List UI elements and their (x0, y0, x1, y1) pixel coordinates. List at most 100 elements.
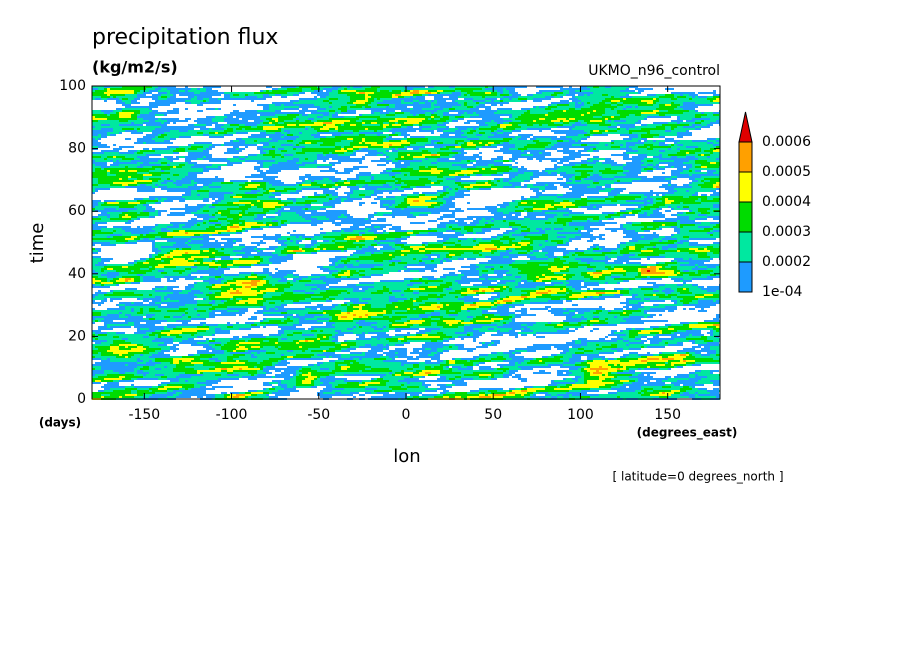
contour-fill (479, 114, 512, 116)
contour-fill (107, 276, 116, 278)
contour-fill (128, 280, 134, 282)
contour-fill (95, 282, 101, 284)
contour-fill (92, 158, 104, 160)
contour-fill (110, 298, 122, 300)
contour-fill (416, 258, 422, 260)
contour-fill (110, 234, 122, 236)
contour-fill (326, 154, 338, 156)
contour-fill (656, 208, 662, 210)
contour-fill (395, 244, 404, 246)
contour-fill (116, 174, 143, 176)
contour-fill (455, 218, 473, 220)
contour-fill (140, 278, 143, 280)
contour-fill (689, 274, 701, 276)
contour-fill (527, 128, 551, 130)
contour-fill (221, 98, 266, 100)
contour-fill (359, 134, 365, 136)
contour-fill (161, 118, 179, 120)
contour-fill (440, 136, 467, 138)
contour-fill (401, 92, 410, 94)
contour-fill (548, 144, 554, 146)
contour-fill (680, 226, 683, 228)
contour-fill (614, 182, 632, 184)
contour-fill (458, 220, 464, 222)
contour-fill (503, 146, 515, 148)
contour-fill (440, 118, 449, 120)
contour-fill (620, 276, 635, 278)
contour-fill (113, 182, 137, 184)
contour-fill (155, 120, 167, 122)
contour-fill (392, 212, 410, 214)
contour-fill (260, 190, 266, 192)
contour-fill (587, 296, 590, 298)
contour-fill (470, 288, 479, 290)
contour-fill (443, 304, 446, 306)
contour-fill (161, 188, 200, 190)
contour-fill (677, 212, 683, 214)
contour-fill (593, 174, 599, 176)
contour-fill (716, 290, 720, 292)
contour-fill (200, 252, 212, 254)
contour-fill (581, 206, 593, 208)
contour-fill (335, 256, 347, 258)
contour-fill (530, 238, 548, 240)
contour-fill (281, 136, 284, 138)
contour-fill (545, 106, 548, 108)
contour-fill (461, 148, 464, 150)
contour-fill (422, 300, 464, 302)
contour-fill (320, 228, 323, 230)
contour-fill (311, 126, 323, 128)
contour-fill (629, 240, 638, 242)
contour-fill (713, 198, 720, 200)
contour-fill (233, 246, 245, 248)
contour-fill (104, 86, 110, 88)
contour-fill (641, 124, 647, 126)
contour-fill (131, 102, 140, 104)
contour-fill (356, 250, 380, 252)
contour-fill (314, 236, 323, 238)
contour-fill (563, 110, 566, 112)
contour-fill (521, 270, 551, 272)
contour-fill (683, 278, 692, 280)
contour-fill (656, 194, 659, 196)
contour-fill (332, 114, 338, 116)
contour-fill (323, 190, 335, 192)
contour-fill (389, 260, 401, 262)
contour-fill (626, 116, 647, 118)
contour-fill (302, 278, 311, 280)
contour-fill (188, 260, 194, 262)
contour-fill (260, 280, 266, 282)
contour-fill (335, 128, 338, 130)
contour-fill (119, 146, 134, 148)
contour-fill (365, 154, 377, 156)
contour-fill (257, 140, 269, 142)
contour-fill (347, 236, 356, 238)
contour-fill (242, 248, 254, 250)
contour-fill (272, 262, 281, 264)
contour-fill (299, 236, 302, 238)
contour-fill (554, 204, 575, 206)
contour-fill (581, 172, 587, 174)
contour-fill (95, 168, 101, 170)
contour-fill (518, 98, 527, 100)
contour-fill (191, 226, 209, 228)
contour-fill (137, 170, 149, 172)
contour-fill (593, 150, 599, 152)
contour-fill (518, 242, 530, 244)
contour-fill (386, 306, 395, 308)
contour-fill (350, 154, 356, 156)
contour-fill (668, 198, 698, 200)
contour-fill (431, 154, 437, 156)
contour-fill (215, 216, 227, 218)
contour-fill (92, 280, 101, 282)
contour-fill (554, 110, 563, 112)
contour-fill (680, 104, 683, 106)
contour-fill (143, 276, 155, 278)
contour-fill (191, 182, 197, 184)
contour-fill (110, 94, 125, 96)
contour-fill (533, 206, 545, 208)
contour-fill (434, 258, 443, 260)
contour-fill (338, 130, 344, 132)
contour-fill (137, 218, 140, 220)
contour-fill (566, 290, 572, 292)
